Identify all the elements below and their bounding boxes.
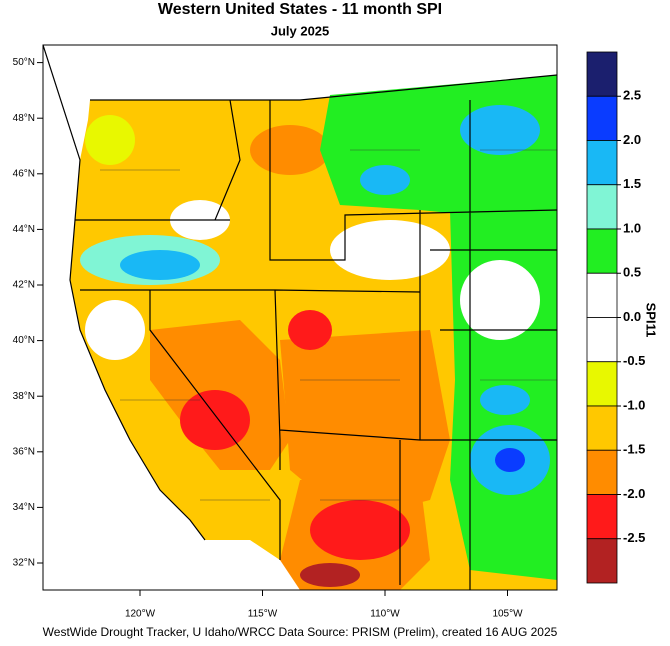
colorbar-tick-label: -2.5 bbox=[623, 530, 645, 545]
colorbar-bin bbox=[586, 51, 618, 97]
lon-tick-label: 105°W bbox=[492, 609, 523, 620]
colorbar-bin bbox=[586, 494, 618, 540]
colorbar-bin bbox=[586, 317, 618, 363]
colorbar-bin bbox=[586, 140, 618, 186]
colorbar-tick-label: -0.5 bbox=[623, 353, 645, 368]
colorbar-bin bbox=[586, 538, 618, 584]
colorbar-bin bbox=[586, 95, 618, 141]
colorbar-tick-label: 0.5 bbox=[623, 265, 641, 280]
colorbar-tick-label: -2.0 bbox=[623, 486, 645, 501]
map-title: Western United States - 11 month SPI bbox=[158, 1, 442, 18]
colorbar-bin bbox=[586, 272, 618, 318]
lon-tick-label: 115°W bbox=[248, 609, 278, 620]
lat-tick-label: 36°N bbox=[13, 446, 35, 457]
colorbar-title: SPI11 bbox=[644, 303, 659, 338]
map-subtitle: July 2025 bbox=[271, 23, 330, 38]
colorbar-tick-label: -1.5 bbox=[623, 442, 645, 457]
lat-tick-label: 42°N bbox=[13, 280, 35, 291]
map-area bbox=[42, 44, 558, 591]
lat-tick-label: 50°N bbox=[13, 57, 35, 68]
colorbar-tick-label: 1.0 bbox=[623, 220, 641, 235]
colorbar-tick-label: -1.0 bbox=[623, 397, 645, 412]
lat-tick-label: 40°N bbox=[13, 335, 35, 346]
lat-tick-label: 46°N bbox=[13, 168, 35, 179]
lat-tick-label: 44°N bbox=[13, 224, 35, 235]
colorbar-bin bbox=[586, 449, 618, 495]
lat-tick-label: 38°N bbox=[13, 391, 35, 402]
colorbar-bin bbox=[586, 184, 618, 230]
lat-tick-label: 32°N bbox=[13, 558, 35, 569]
colorbar-tick-label: 1.5 bbox=[623, 176, 641, 191]
colorbar-tick-label: 2.0 bbox=[623, 132, 641, 147]
credit: WestWide Drought Tracker, U Idaho/WRCC D… bbox=[43, 625, 558, 639]
lat-tick-label: 48°N bbox=[13, 113, 35, 124]
colorbar-tick-label: 2.5 bbox=[623, 88, 641, 103]
colorbar-bin bbox=[586, 405, 618, 451]
colorbar-bin bbox=[586, 361, 618, 407]
lon-tick-label: 120°W bbox=[125, 609, 156, 620]
lon-tick-label: 110°W bbox=[370, 609, 400, 620]
colorbar-bin bbox=[586, 228, 618, 274]
lat-tick-label: 34°N bbox=[13, 502, 35, 513]
colorbar-tick-label: 0.0 bbox=[623, 309, 641, 324]
